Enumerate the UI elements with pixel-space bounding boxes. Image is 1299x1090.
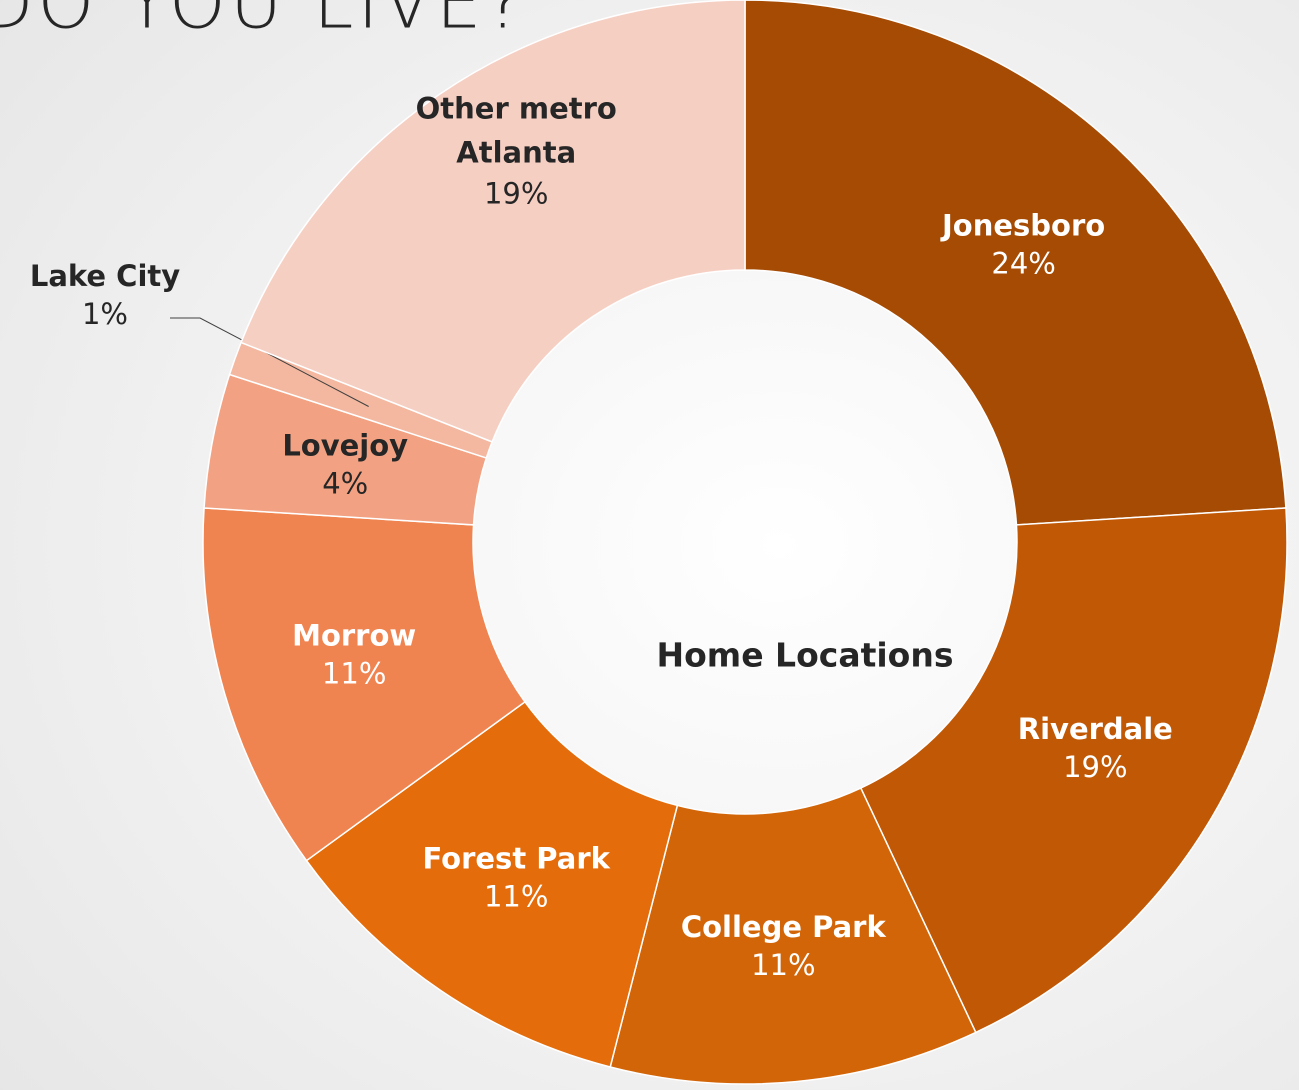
donut-slice	[609, 787, 977, 1085]
slice-value: 19%	[1063, 750, 1127, 784]
slice-value: 1%	[82, 297, 128, 331]
donut-slice	[859, 507, 1288, 1034]
slice-value: 11%	[322, 657, 386, 691]
donut-slice	[305, 700, 679, 1068]
leader-line	[170, 317, 369, 407]
slide-title: DO YOU LIVE?	[0, 0, 528, 45]
donut-slice	[240, 0, 746, 443]
slice-label: Jonesboro	[940, 208, 1105, 242]
slice-label: Other metro Atlanta	[416, 91, 617, 169]
slice-label: Lovejoy	[282, 429, 408, 463]
slice-label: Morrow	[292, 619, 416, 653]
slice-label: Riverdale	[1018, 712, 1173, 746]
slice-value: 11%	[751, 948, 815, 982]
donut-slice	[744, 0, 1287, 526]
slice-label: College Park	[681, 910, 887, 944]
slice-label: Forest Park	[423, 842, 611, 876]
slice-value: 19%	[484, 176, 548, 210]
slice-value: 11%	[484, 880, 548, 914]
donut-slice	[202, 507, 526, 862]
slice-value: 24%	[991, 246, 1055, 280]
slice-value: 4%	[322, 467, 368, 501]
slice-label: Lake City	[30, 259, 180, 293]
center-label: Home Locations	[657, 636, 954, 675]
